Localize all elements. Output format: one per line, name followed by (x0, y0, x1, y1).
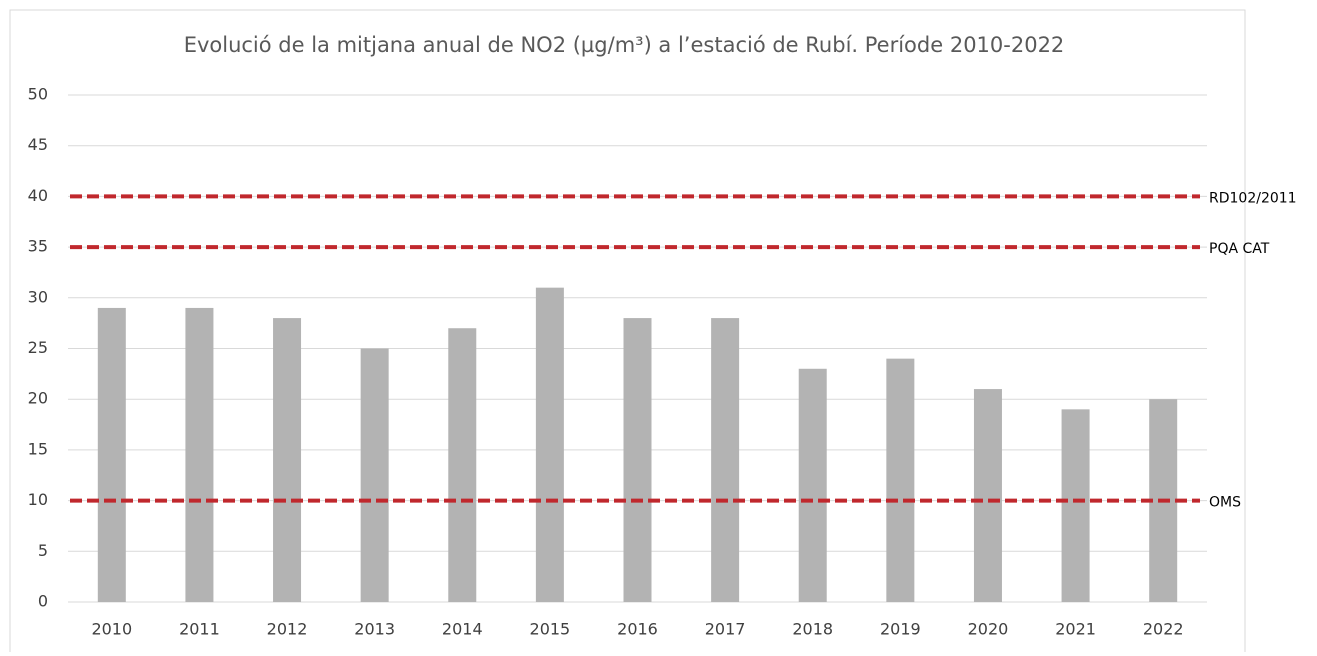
x-tick-label: 2014 (442, 620, 483, 639)
y-tick-label: 25 (28, 338, 48, 357)
x-tick-label: 2012 (267, 620, 308, 639)
reference-label: PQA CAT (1209, 241, 1270, 257)
bar (623, 318, 652, 602)
x-tick-label: 2011 (179, 620, 220, 639)
bar (360, 348, 389, 602)
bar (535, 287, 564, 602)
y-tick-label: 30 (28, 287, 48, 306)
x-tick-label: 2015 (530, 620, 571, 639)
y-tick-label: 50 (28, 85, 48, 104)
x-tick-label: 2022 (1143, 620, 1184, 639)
y-tick-label: 45 (28, 135, 48, 154)
bar (1061, 409, 1090, 602)
y-tick-label: 0 (38, 592, 48, 611)
bar (886, 358, 915, 602)
reference-label: OMS (1209, 495, 1241, 511)
bar (798, 368, 827, 602)
chart-border (9, 9, 1246, 656)
x-tick-label: 2010 (91, 620, 132, 639)
y-tick-label: 40 (28, 186, 48, 205)
x-tick-label: 2018 (792, 620, 833, 639)
bar (185, 307, 214, 602)
x-tick-label: 2019 (880, 620, 921, 639)
y-tick-label: 5 (38, 541, 48, 560)
bar (448, 328, 477, 602)
x-tick-label: 2021 (1055, 620, 1096, 639)
bar (273, 318, 302, 602)
bar (711, 318, 740, 602)
y-tick-label: 10 (28, 490, 48, 509)
chart-title: Evolució de la mitjana anual de NO2 (µg/… (184, 33, 1065, 57)
x-tick-label: 2020 (968, 620, 1009, 639)
x-tick-label: 2016 (617, 620, 658, 639)
x-tick-label: 2013 (354, 620, 395, 639)
y-tick-label: 15 (28, 439, 48, 458)
y-tick-label: 20 (28, 389, 48, 408)
reference-label: RD102/2011 (1209, 190, 1297, 206)
bar (973, 389, 1002, 602)
x-tick-label: 2017 (705, 620, 746, 639)
y-tick-label: 35 (28, 237, 48, 256)
bar (97, 307, 126, 602)
